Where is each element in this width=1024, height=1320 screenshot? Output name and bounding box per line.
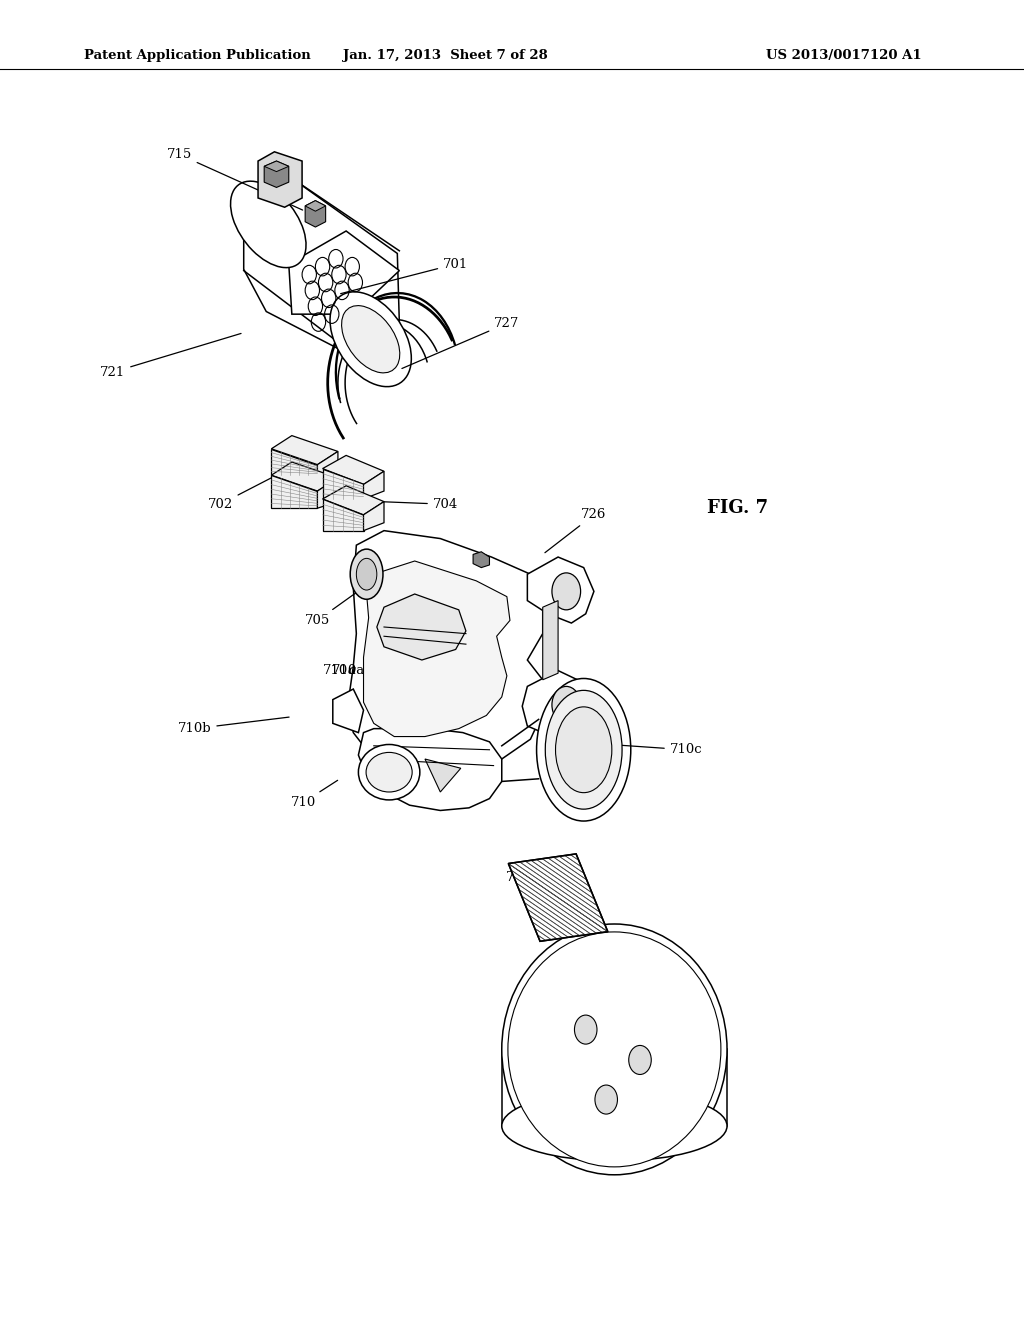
Polygon shape: [323, 486, 384, 515]
Text: FIG. 7: FIG. 7: [707, 499, 768, 517]
Text: 715: 715: [167, 148, 303, 210]
Polygon shape: [317, 451, 338, 475]
Ellipse shape: [358, 744, 420, 800]
Text: 702: 702: [208, 466, 295, 511]
Polygon shape: [543, 601, 558, 680]
Polygon shape: [348, 531, 543, 776]
Ellipse shape: [350, 549, 383, 599]
Ellipse shape: [555, 708, 611, 792]
Ellipse shape: [574, 1015, 597, 1044]
Ellipse shape: [508, 932, 721, 1167]
Text: 710: 710: [323, 664, 348, 677]
Text: 710c: 710c: [612, 743, 702, 756]
Polygon shape: [323, 499, 364, 531]
Ellipse shape: [356, 558, 377, 590]
Text: 721: 721: [100, 334, 241, 379]
Ellipse shape: [537, 678, 631, 821]
Polygon shape: [358, 729, 502, 810]
Polygon shape: [377, 594, 466, 660]
Polygon shape: [473, 552, 489, 568]
Text: 720: 720: [510, 1011, 541, 1034]
Ellipse shape: [552, 573, 581, 610]
Polygon shape: [522, 671, 594, 739]
Polygon shape: [271, 475, 317, 508]
Polygon shape: [364, 561, 510, 737]
Polygon shape: [364, 471, 384, 499]
Ellipse shape: [502, 924, 727, 1175]
Polygon shape: [271, 449, 317, 475]
Polygon shape: [264, 161, 289, 187]
Polygon shape: [305, 201, 326, 211]
Ellipse shape: [367, 752, 412, 792]
Ellipse shape: [230, 181, 306, 268]
Ellipse shape: [342, 306, 399, 372]
Polygon shape: [271, 462, 338, 491]
Text: 727: 727: [401, 317, 519, 368]
Polygon shape: [333, 689, 364, 733]
Polygon shape: [317, 478, 338, 508]
Polygon shape: [289, 231, 399, 314]
Text: 726: 726: [545, 508, 606, 553]
Polygon shape: [244, 178, 399, 354]
Polygon shape: [258, 152, 302, 207]
Polygon shape: [271, 436, 338, 465]
Text: US 2013/0017120 A1: US 2013/0017120 A1: [766, 49, 922, 62]
Ellipse shape: [552, 686, 581, 723]
Text: 704: 704: [382, 498, 458, 511]
Text: 705: 705: [305, 589, 361, 627]
Text: 710a: 710a: [332, 648, 397, 677]
Text: a: a: [348, 664, 356, 677]
Text: 715: 715: [506, 871, 536, 908]
Text: 710b: 710b: [178, 717, 289, 735]
Polygon shape: [527, 557, 594, 623]
Polygon shape: [305, 201, 326, 227]
Text: 710: 710: [291, 780, 338, 809]
Polygon shape: [323, 469, 364, 499]
Text: 730: 730: [617, 1092, 642, 1113]
Ellipse shape: [629, 1045, 651, 1074]
Polygon shape: [425, 759, 461, 792]
Polygon shape: [264, 161, 289, 172]
Ellipse shape: [545, 690, 622, 809]
Polygon shape: [508, 854, 608, 941]
Polygon shape: [364, 502, 384, 531]
Ellipse shape: [595, 1085, 617, 1114]
Ellipse shape: [502, 1090, 727, 1162]
Text: Jan. 17, 2013  Sheet 7 of 28: Jan. 17, 2013 Sheet 7 of 28: [343, 49, 548, 62]
Text: 701: 701: [341, 257, 468, 293]
Polygon shape: [323, 455, 384, 484]
Text: Patent Application Publication: Patent Application Publication: [84, 49, 310, 62]
Ellipse shape: [330, 292, 412, 387]
